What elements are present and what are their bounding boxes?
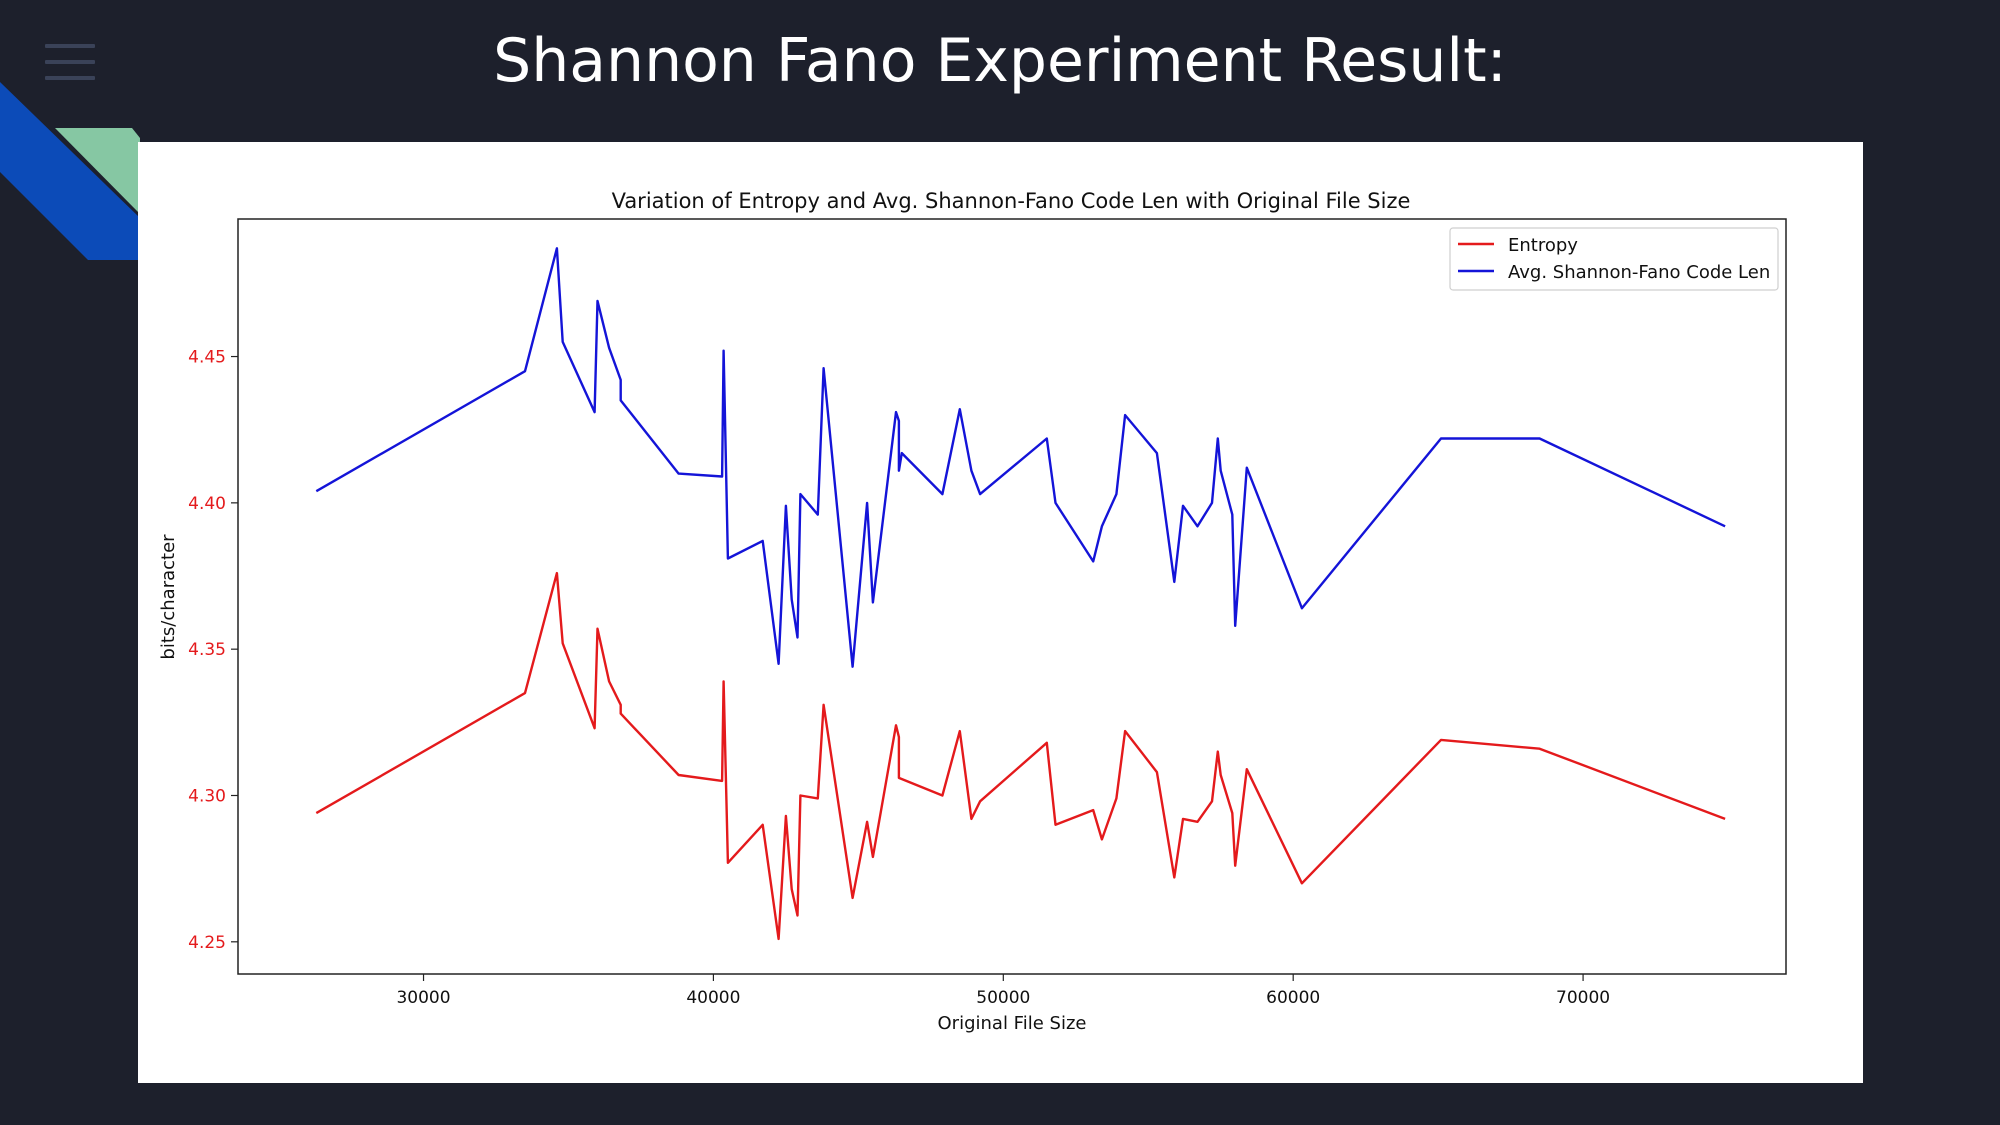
x-axis-label: Original File Size bbox=[938, 1013, 1087, 1034]
plot-area bbox=[237, 218, 1787, 975]
y-tick-label: 4.25 bbox=[188, 933, 226, 953]
x-tick-label: 60000 bbox=[1266, 988, 1320, 1008]
series-line-avg-code-len bbox=[315, 247, 1726, 668]
x-tick-label: 50000 bbox=[976, 988, 1030, 1008]
y-tick-label: 4.45 bbox=[188, 348, 226, 368]
slide-title: Shannon Fano Experiment Result: bbox=[493, 26, 1507, 96]
chart-card: Variation of Entropy and Avg. Shannon-Fa… bbox=[138, 142, 1863, 1083]
x-tick-label: 30000 bbox=[396, 988, 450, 1008]
y-tick-label: 4.35 bbox=[188, 640, 226, 660]
blue-stripe bbox=[0, 82, 140, 260]
legend-label-avg-code-len: Avg. Shannon-Fano Code Len bbox=[1508, 262, 1770, 283]
y-axis-label: bits/character bbox=[158, 534, 179, 660]
series-line-entropy bbox=[315, 571, 1726, 941]
line-chart: Variation of Entropy and Avg. Shannon-Fa… bbox=[158, 189, 1787, 1034]
x-tick-label: 40000 bbox=[686, 988, 740, 1008]
legend-box bbox=[1449, 227, 1779, 291]
legend-label-entropy: Entropy bbox=[1508, 235, 1578, 256]
series-lines bbox=[315, 247, 1726, 941]
x-axis: 30000 40000 50000 60000 70000 bbox=[396, 974, 1610, 1008]
menu-icon[interactable] bbox=[45, 44, 95, 84]
y-axis: 4.25 4.30 4.35 4.40 4.45 bbox=[188, 348, 238, 953]
green-stripe bbox=[55, 128, 140, 214]
y-tick-label: 4.30 bbox=[188, 786, 226, 806]
x-tick-label: 70000 bbox=[1556, 988, 1610, 1008]
y-tick-label: 4.40 bbox=[188, 494, 226, 514]
decorative-stripes bbox=[0, 82, 140, 260]
legend: Entropy Avg. Shannon-Fano Code Len bbox=[1449, 227, 1779, 291]
chart-title: Variation of Entropy and Avg. Shannon-Fa… bbox=[612, 189, 1411, 213]
